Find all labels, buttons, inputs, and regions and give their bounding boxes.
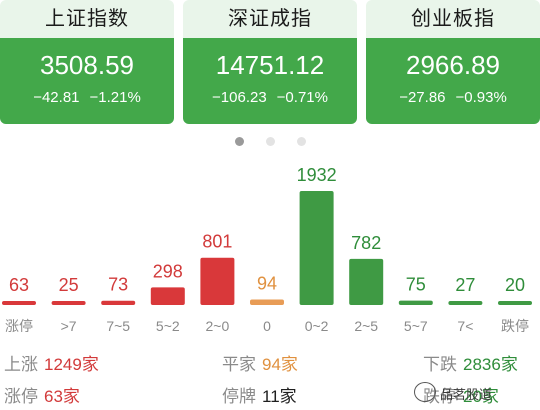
bar-7: [349, 258, 384, 305]
index-change: −106.23: [212, 89, 267, 106]
distribution-chart: 63 涨停 25 >7 73 7~5 298 5~2 801 2~0 94 0 1932 0~2 782 2~…: [2, 165, 532, 334]
summary-label: 涨停: [4, 387, 38, 406]
bar-value-label: 20: [505, 275, 525, 295]
market-summary: 上涨 1249家 平家 94家 下跌 2836家 涨停 63家 停牌 11家 跌停 20家: [0, 346, 540, 410]
bar-value-label: 25: [59, 275, 79, 295]
bar-1: [51, 301, 86, 305]
watermark-text: 品茗股道: [440, 387, 493, 402]
index-change-pct: −0.93%: [455, 89, 507, 106]
index-change: −42.81: [33, 89, 80, 106]
bar-6: [299, 191, 334, 305]
watermark: 品茗股道: [410, 380, 538, 406]
bar-value-label: 1932: [297, 165, 337, 185]
index-card-shanghai[interactable]: 上证指数 3508.59 −42.81 −1.21%: [0, 0, 174, 124]
index-value: 14751.12: [215, 50, 325, 80]
bar-3: [150, 287, 185, 305]
summary-limit-down: 跌停 20家: [423, 382, 499, 407]
page-dot[interactable]: [265, 137, 275, 146]
bar-value-label: 75: [406, 275, 426, 295]
bar-value-label: 298: [153, 261, 183, 281]
summary-down: 下跌 2836家: [423, 350, 518, 375]
index-card-chinext[interactable]: 创业板指 2966.89 −27.86 −0.93%: [366, 0, 540, 124]
category-label: 0: [263, 318, 271, 334]
bar-value-label: 73: [108, 275, 128, 295]
summary-flat: 平家 94家: [222, 350, 298, 375]
category-label: 5~2: [156, 318, 180, 334]
summary-limit-up: 涨停 63家: [4, 382, 80, 407]
bar-5: [250, 299, 284, 305]
summary-up: 上涨 1249家: [4, 350, 99, 375]
category-label: >7: [61, 318, 77, 334]
summary-value: 20家: [463, 387, 499, 406]
summary-value: 2836家: [463, 355, 518, 374]
summary-value: 11家: [262, 387, 297, 406]
bar-8: [398, 300, 433, 305]
page-indicator: [0, 133, 540, 151]
wechat-icon: [414, 382, 436, 402]
index-change-pct: −1.21%: [89, 89, 141, 106]
category-label: 跌停: [501, 318, 529, 334]
summary-label: 下跌: [423, 355, 457, 374]
bar-value-label: 782: [351, 233, 381, 253]
summary-value: 94家: [262, 355, 298, 374]
index-value: 2966.89: [406, 50, 500, 80]
summary-label: 上涨: [4, 355, 38, 374]
page-dot[interactable]: [296, 137, 306, 146]
category-label: 涨停: [5, 318, 33, 334]
index-name: 深证成指: [183, 0, 357, 38]
index-name: 创业板指: [366, 0, 540, 38]
bar-10: [498, 301, 532, 305]
bar-0: [2, 301, 36, 305]
index-value: 3508.59: [40, 50, 134, 80]
category-label: 2~5: [354, 318, 378, 334]
index-cards: 上证指数 3508.59 −42.81 −1.21% 深证成指 14751.12 …: [0, 0, 540, 124]
bar-value-label: 801: [202, 232, 232, 252]
bar-4: [200, 257, 235, 305]
index-name: 上证指数: [0, 0, 174, 38]
summary-label: 停牌: [222, 387, 256, 406]
index-change-pct: −0.71%: [276, 89, 328, 106]
bar-value-label: 94: [257, 273, 277, 293]
category-label: 2~0: [206, 318, 230, 334]
page-dot-active[interactable]: [234, 137, 244, 146]
category-label: 7~5: [106, 318, 130, 334]
bar-value-label: 27: [455, 275, 475, 295]
bar-value-label: 63: [9, 275, 29, 295]
bar-2: [101, 300, 136, 305]
summary-label: 平家: [222, 355, 256, 374]
summary-value: 63家: [44, 387, 80, 406]
category-label: 0~2: [305, 318, 329, 334]
index-change: −27.86: [399, 89, 446, 106]
bar-9: [448, 301, 483, 305]
category-label: 5~7: [404, 318, 428, 334]
category-label: 7<: [457, 318, 473, 334]
summary-value: 1249家: [44, 355, 99, 374]
index-card-shenzhen[interactable]: 深证成指 14751.12 −106.23 −0.71%: [183, 0, 357, 124]
summary-suspended: 停牌 11家: [222, 382, 297, 407]
